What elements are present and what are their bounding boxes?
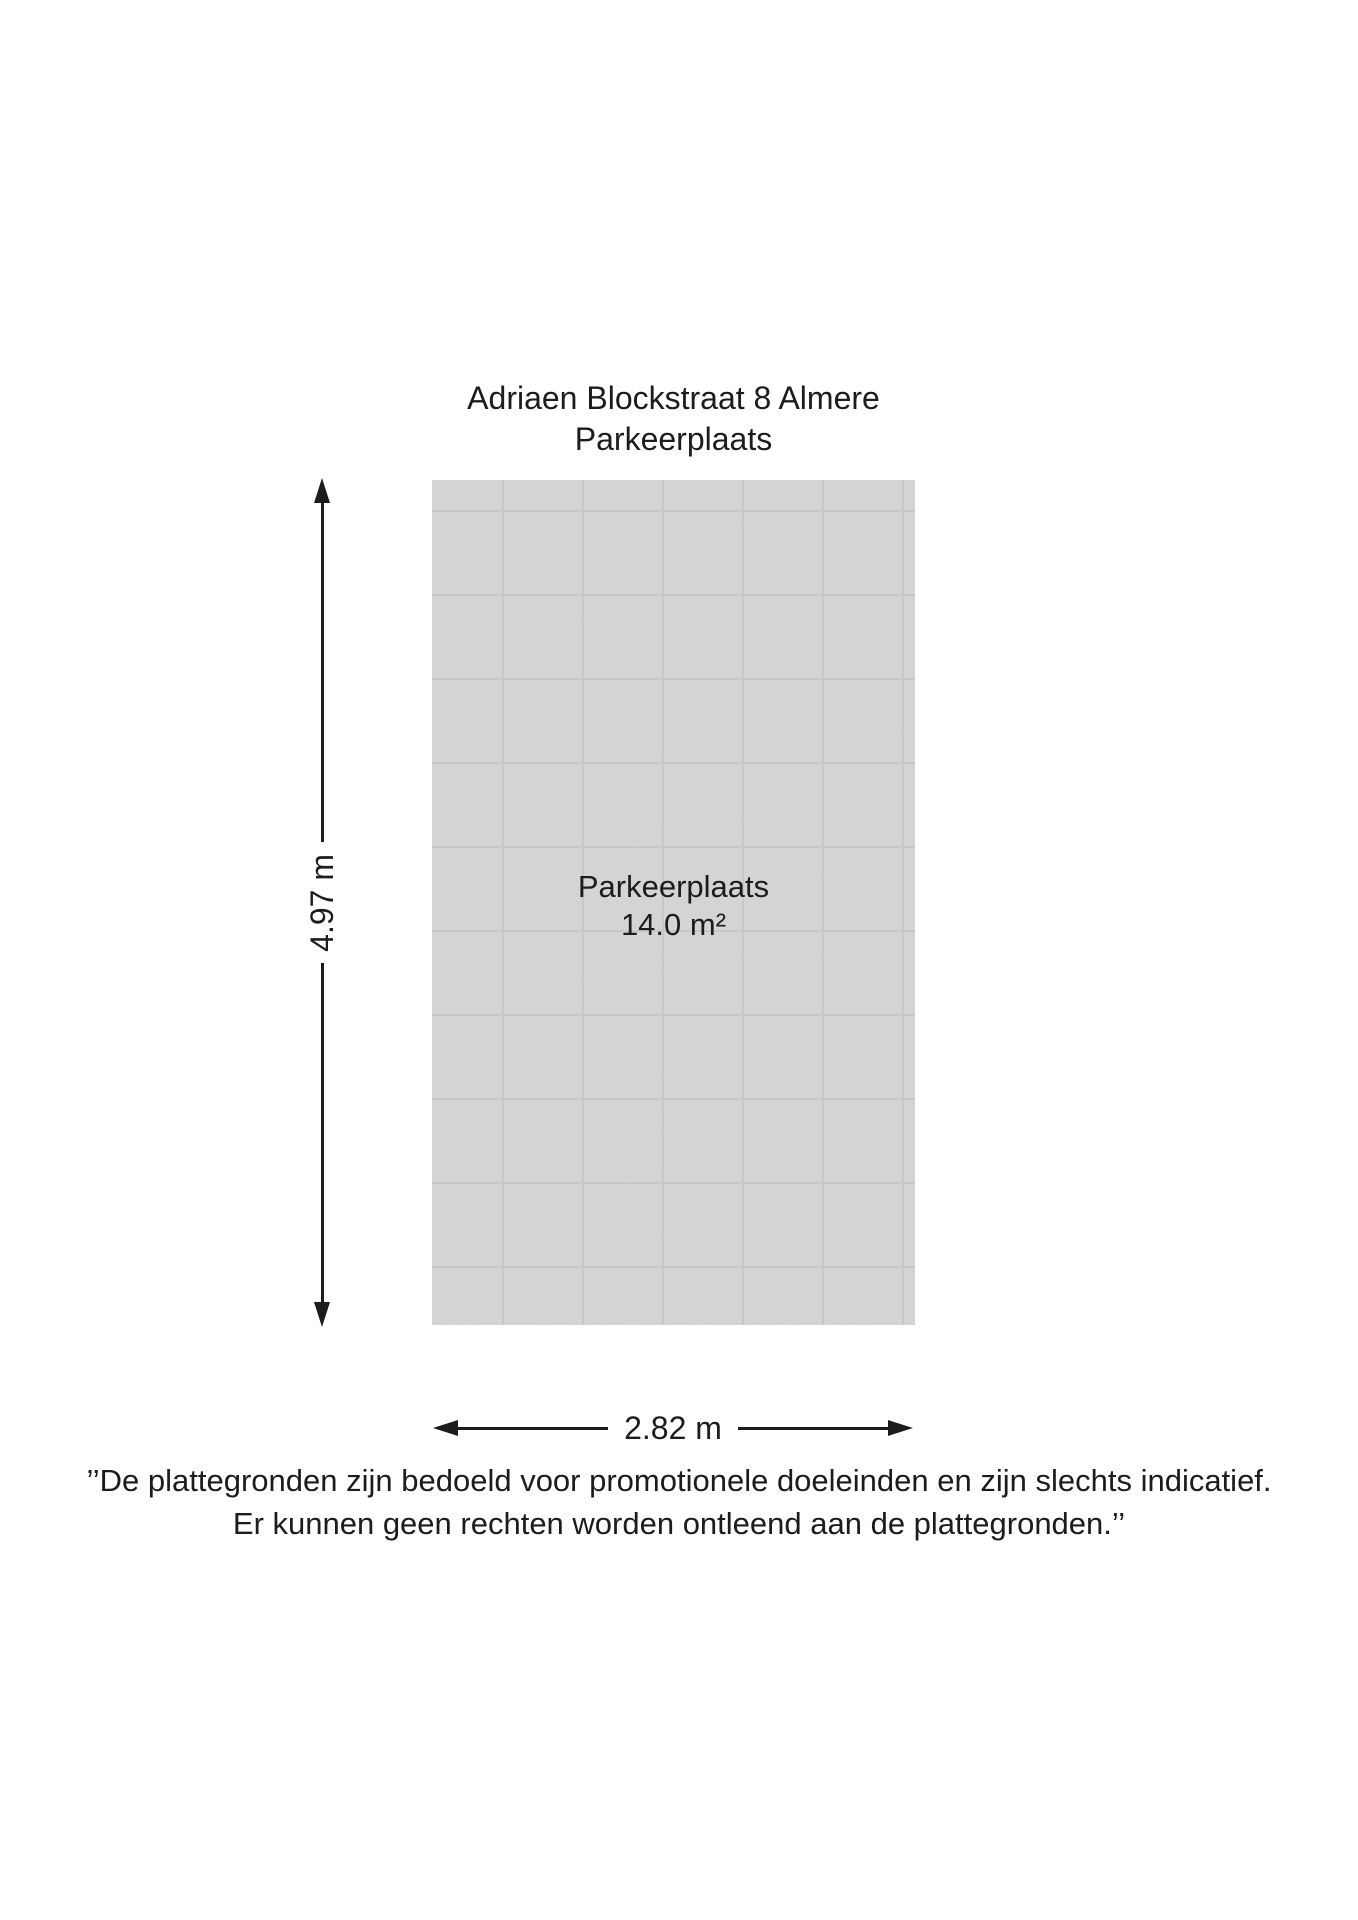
arrow-right-icon: [888, 1420, 914, 1436]
title-address: Adriaen Blockstraat 8 Almere: [467, 380, 880, 416]
disclaimer-line-2: Er kunnen geen rechten worden ontleend a…: [232, 1506, 1126, 1541]
arrow-left-icon: [433, 1420, 458, 1436]
room-name: Parkeerplaats: [577, 868, 770, 904]
height-dimension-line-bottom: [320, 963, 324, 1303]
width-dimension-line-left: [458, 1426, 609, 1430]
room-label: Parkeerplaats 14.0 m²: [432, 480, 915, 1325]
height-dimension-label: 4.97 m: [303, 853, 340, 952]
disclaimer-line-1: ’’De plattegronden zijn bedoeld voor pro…: [86, 1463, 1272, 1498]
height-dimension-line-top: [320, 503, 324, 842]
room-area: 14.0 m²: [620, 906, 727, 942]
arrow-up-icon: [314, 478, 330, 503]
width-dimension: 2.82 m: [433, 1409, 914, 1446]
title-subtitle: Parkeerplaats: [574, 421, 773, 457]
width-dimension-line-right: [737, 1426, 889, 1430]
width-dimension-label: 2.82 m: [624, 1409, 722, 1446]
disclaimer: ’’De plattegronden zijn bedoeld voor pro…: [0, 1459, 1358, 1545]
arrow-down-icon: [314, 1302, 330, 1328]
height-dimension: 4.97 m: [303, 478, 340, 1328]
parking-space-room: Parkeerplaats 14.0 m²: [432, 480, 915, 1325]
floorplan-title: Adriaen Blockstraat 8 Almere Parkeerplaa…: [352, 378, 995, 460]
